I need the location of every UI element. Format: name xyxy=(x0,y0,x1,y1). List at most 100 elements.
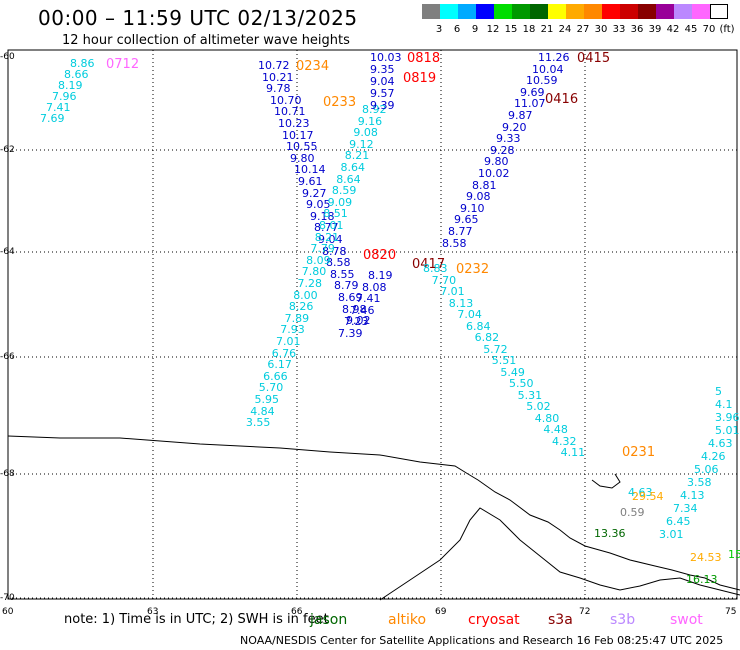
wave-height-value: 8.77 xyxy=(314,221,339,235)
scale-label: 39 xyxy=(648,24,662,35)
scale-swatch xyxy=(458,4,476,19)
wave-height-value: 10.03 xyxy=(370,51,402,64)
wave-height-value: 10.04 xyxy=(532,62,564,76)
wave-height-value: 9.04 xyxy=(318,233,343,246)
scale-swatch xyxy=(710,4,728,19)
wave-height-value: 5.02 xyxy=(526,400,551,413)
wave-height-value: 0.59 xyxy=(620,506,645,519)
wave-height-value: 4.63 xyxy=(708,437,733,450)
wave-height-value: 7.93 xyxy=(280,323,305,337)
wave-height-value: 7.41 xyxy=(356,292,381,306)
wave-height-value: 5.31 xyxy=(517,388,543,402)
scale-label: 27 xyxy=(576,24,590,35)
scale-swatch xyxy=(656,4,674,19)
x-tick: 63 xyxy=(147,607,159,617)
wave-height-value: 7.69 xyxy=(40,112,65,125)
track-time-label: 0415 xyxy=(577,51,611,66)
wave-height-value: 8.09 xyxy=(306,253,331,267)
scale-swatch xyxy=(548,4,566,19)
wave-height-value: 9.69 xyxy=(520,85,545,99)
wave-height-value: 3.01 xyxy=(659,528,684,541)
wave-height-value: 7.96 xyxy=(52,90,77,103)
wave-height-value: 9.10 xyxy=(460,201,485,215)
coastline xyxy=(7,435,740,591)
scale-label: 18 xyxy=(522,24,536,35)
track-time-label: 0819 xyxy=(403,71,437,86)
wave-height-value: 8.26 xyxy=(288,300,314,314)
wave-height-value: 7.41 xyxy=(46,101,71,114)
x-tick: 72 xyxy=(579,607,591,617)
wave-height-value: 10.14 xyxy=(294,163,326,177)
scale-label: 33 xyxy=(612,24,626,35)
wave-height-value: 5.95 xyxy=(254,393,280,406)
wave-height-value: 8.13 xyxy=(448,296,474,310)
wave-height-value: 3.55 xyxy=(245,416,271,430)
wave-height-value: 6.66 xyxy=(263,369,288,383)
wave-height-value: 9.57 xyxy=(370,87,395,100)
wave-height-value: 5.50 xyxy=(509,377,534,390)
wave-height-value: 9.87 xyxy=(508,109,533,122)
wave-height-value: 9.20 xyxy=(502,120,527,134)
y-tick: -62 xyxy=(0,145,15,155)
y-tick: -60 xyxy=(0,52,15,62)
wave-height-value: 10.02 xyxy=(478,167,510,180)
scale-swatch xyxy=(674,4,692,19)
wave-height-value: 7.39 xyxy=(338,327,363,340)
scale-label: 6 xyxy=(453,24,461,35)
wave-height-value: 10.71 xyxy=(274,105,306,119)
legend-sat-jason: jason xyxy=(310,612,348,628)
legend-sat-swot: swot xyxy=(670,612,703,628)
wave-height-value: 7.80 xyxy=(301,265,327,279)
wave-height-value: 7.04 xyxy=(457,308,482,321)
wave-height-value: 24.53 xyxy=(690,551,722,564)
scale-label: 24 xyxy=(558,24,572,35)
scale-swatch xyxy=(440,4,458,19)
wave-height-value: 9.12 xyxy=(349,137,374,151)
wave-height-value: 9.78 xyxy=(266,82,291,96)
wave-height-value: 10.17 xyxy=(282,128,314,142)
legend-sat-s3b: s3b xyxy=(610,612,636,628)
wave-height-value: 9.61 xyxy=(298,175,323,188)
wave-height-value: 11.07 xyxy=(514,97,546,111)
wave-height-value: 4.32 xyxy=(552,434,577,448)
legend-note: note: 1) Time is in UTC; 2) SWH is in fe… xyxy=(64,612,329,627)
wave-height-value: 9.80 xyxy=(290,151,315,165)
wave-height-value: 9.28 xyxy=(490,143,515,157)
scale-swatch xyxy=(602,4,620,19)
wave-height-value: 9.39 xyxy=(370,99,395,112)
track-time-label: 0416 xyxy=(545,92,579,107)
wave-height-value: 9.09 xyxy=(327,195,353,209)
wave-height-value: 4.80 xyxy=(534,411,560,425)
track-time-label: 0234 xyxy=(296,59,330,74)
wave-height-value: 7.79 xyxy=(310,242,335,256)
wave-height-value: 8.64 xyxy=(340,161,366,174)
track-time-label: 0232 xyxy=(456,262,490,277)
legend-sat-altiko: altiko xyxy=(388,612,427,628)
wave-height-value: 10.55 xyxy=(286,140,318,154)
scale-label: 9 xyxy=(471,24,479,35)
wave-height-value: 4.11 xyxy=(560,446,586,459)
scale-swatch xyxy=(530,4,548,19)
wave-height-value: 8.01 xyxy=(319,219,344,232)
wave-height-value: 7.01 xyxy=(276,335,301,348)
wave-height-value: 7.23 xyxy=(344,315,369,329)
wave-height-value: 15 xyxy=(728,548,740,561)
scale-swatch xyxy=(620,4,638,19)
wave-height-value: 8.58 xyxy=(442,236,467,250)
scale-label: 21 xyxy=(540,24,554,35)
scale-swatch xyxy=(512,4,530,19)
wave-height-value: 8.66 xyxy=(64,68,89,81)
wave-height-value: 5.51 xyxy=(491,354,517,367)
wave-height-value: 8.58 xyxy=(326,256,351,270)
scale-label: 15 xyxy=(504,24,518,35)
wave-height-value: 8.59 xyxy=(331,184,357,198)
x-tick: 66 xyxy=(291,607,303,617)
wave-height-value: 11.26 xyxy=(538,51,570,64)
wave-height-value: 10.21 xyxy=(262,70,294,84)
wave-height-value: 6.84 xyxy=(466,319,491,333)
scale-label: 3 xyxy=(435,24,443,35)
scale-swatch xyxy=(476,4,494,19)
wave-height-value: 8.08 xyxy=(362,280,387,294)
wave-height-value: 9.04 xyxy=(370,75,395,88)
